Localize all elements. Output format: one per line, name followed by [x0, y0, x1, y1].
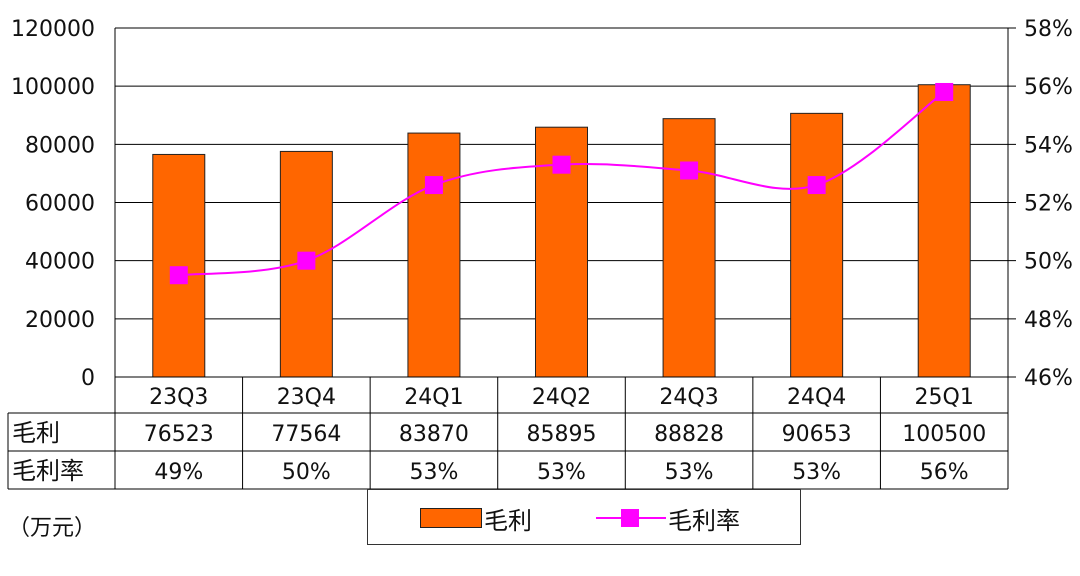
category-label: 24Q3: [659, 385, 718, 410]
left-tick-label: 100000: [11, 75, 95, 100]
category-label: 24Q1: [404, 385, 463, 410]
right-axis-ticks: 46% 48% 50% 52% 54% 56% 58%: [1024, 17, 1073, 391]
table-cell: 53%: [409, 460, 458, 485]
table-cell: 53%: [665, 460, 714, 485]
legend: 毛利 毛利率: [367, 489, 801, 545]
table-cell: 76523: [144, 422, 214, 447]
bar: [407, 132, 461, 378]
legend-item-line: 毛利率: [596, 490, 740, 546]
bar: [790, 112, 844, 378]
category-label: 25Q1: [915, 385, 974, 410]
unit-note: （万元）: [8, 516, 97, 541]
left-tick-label: 120000: [11, 17, 95, 42]
line-point: [424, 176, 443, 195]
bar: [152, 153, 206, 378]
right-tick-label: 52%: [1024, 192, 1073, 217]
left-tick-label: 80000: [25, 133, 95, 158]
table-cell: 50%: [282, 460, 331, 485]
left-tick-label: 20000: [25, 308, 95, 333]
bar-series: [152, 84, 971, 378]
right-tick-label: 46%: [1024, 366, 1073, 391]
line-point: [807, 176, 826, 195]
table-cell: 53%: [537, 460, 586, 485]
legend-line-label: 毛利率: [668, 506, 740, 535]
legend-item-bar: 毛利: [420, 490, 532, 546]
left-tick-label: 0: [81, 366, 95, 391]
legend-bar-label: 毛利: [484, 506, 532, 535]
line-point: [935, 82, 954, 101]
bar: [917, 84, 971, 378]
category-label: 23Q3: [149, 385, 208, 410]
bar: [662, 118, 716, 378]
plot-frame: [114, 27, 1009, 377]
right-tick-label: 58%: [1024, 17, 1073, 42]
line-series: [169, 82, 954, 285]
left-axis-ticks: 0 20000 40000 60000 80000 100000 120000: [11, 17, 95, 391]
table-cell: 53%: [792, 460, 841, 485]
right-tick-label: 50%: [1024, 250, 1073, 275]
table-cell: 90653: [782, 422, 852, 447]
line-point: [680, 161, 699, 180]
table-cell: 88828: [654, 422, 724, 447]
table-cell: 85895: [527, 422, 597, 447]
legend-line-swatch: [596, 508, 666, 528]
right-tick-label: 56%: [1024, 75, 1073, 100]
right-tick-label: 48%: [1024, 308, 1073, 333]
table-cell: 56%: [920, 460, 969, 485]
data-table: 23Q3 23Q4 24Q1 24Q2 24Q3 24Q4 25Q1 毛利 76523 77564…: [7, 376, 1009, 490]
left-tick-label: 40000: [25, 250, 95, 275]
table-row-label: 毛利: [12, 419, 60, 447]
category-label: 23Q4: [277, 385, 336, 410]
right-tick-label: 54%: [1024, 133, 1073, 158]
table-cell: 100500: [902, 422, 986, 447]
combo-chart: 0 20000 40000 60000 80000 100000 120000 46% 48%…: [7, 17, 1073, 490]
category-label: 24Q4: [787, 385, 846, 410]
legend-bar-swatch: [420, 508, 482, 528]
table-cell: 49%: [154, 460, 203, 485]
line-point: [552, 155, 571, 174]
table-cell: 77564: [271, 422, 341, 447]
category-label: 24Q2: [532, 385, 591, 410]
table-cell: 83870: [399, 422, 469, 447]
line-point: [169, 266, 188, 285]
table-row-label: 毛利率: [12, 457, 84, 485]
line-point: [297, 251, 316, 270]
left-tick-label: 60000: [25, 192, 95, 217]
